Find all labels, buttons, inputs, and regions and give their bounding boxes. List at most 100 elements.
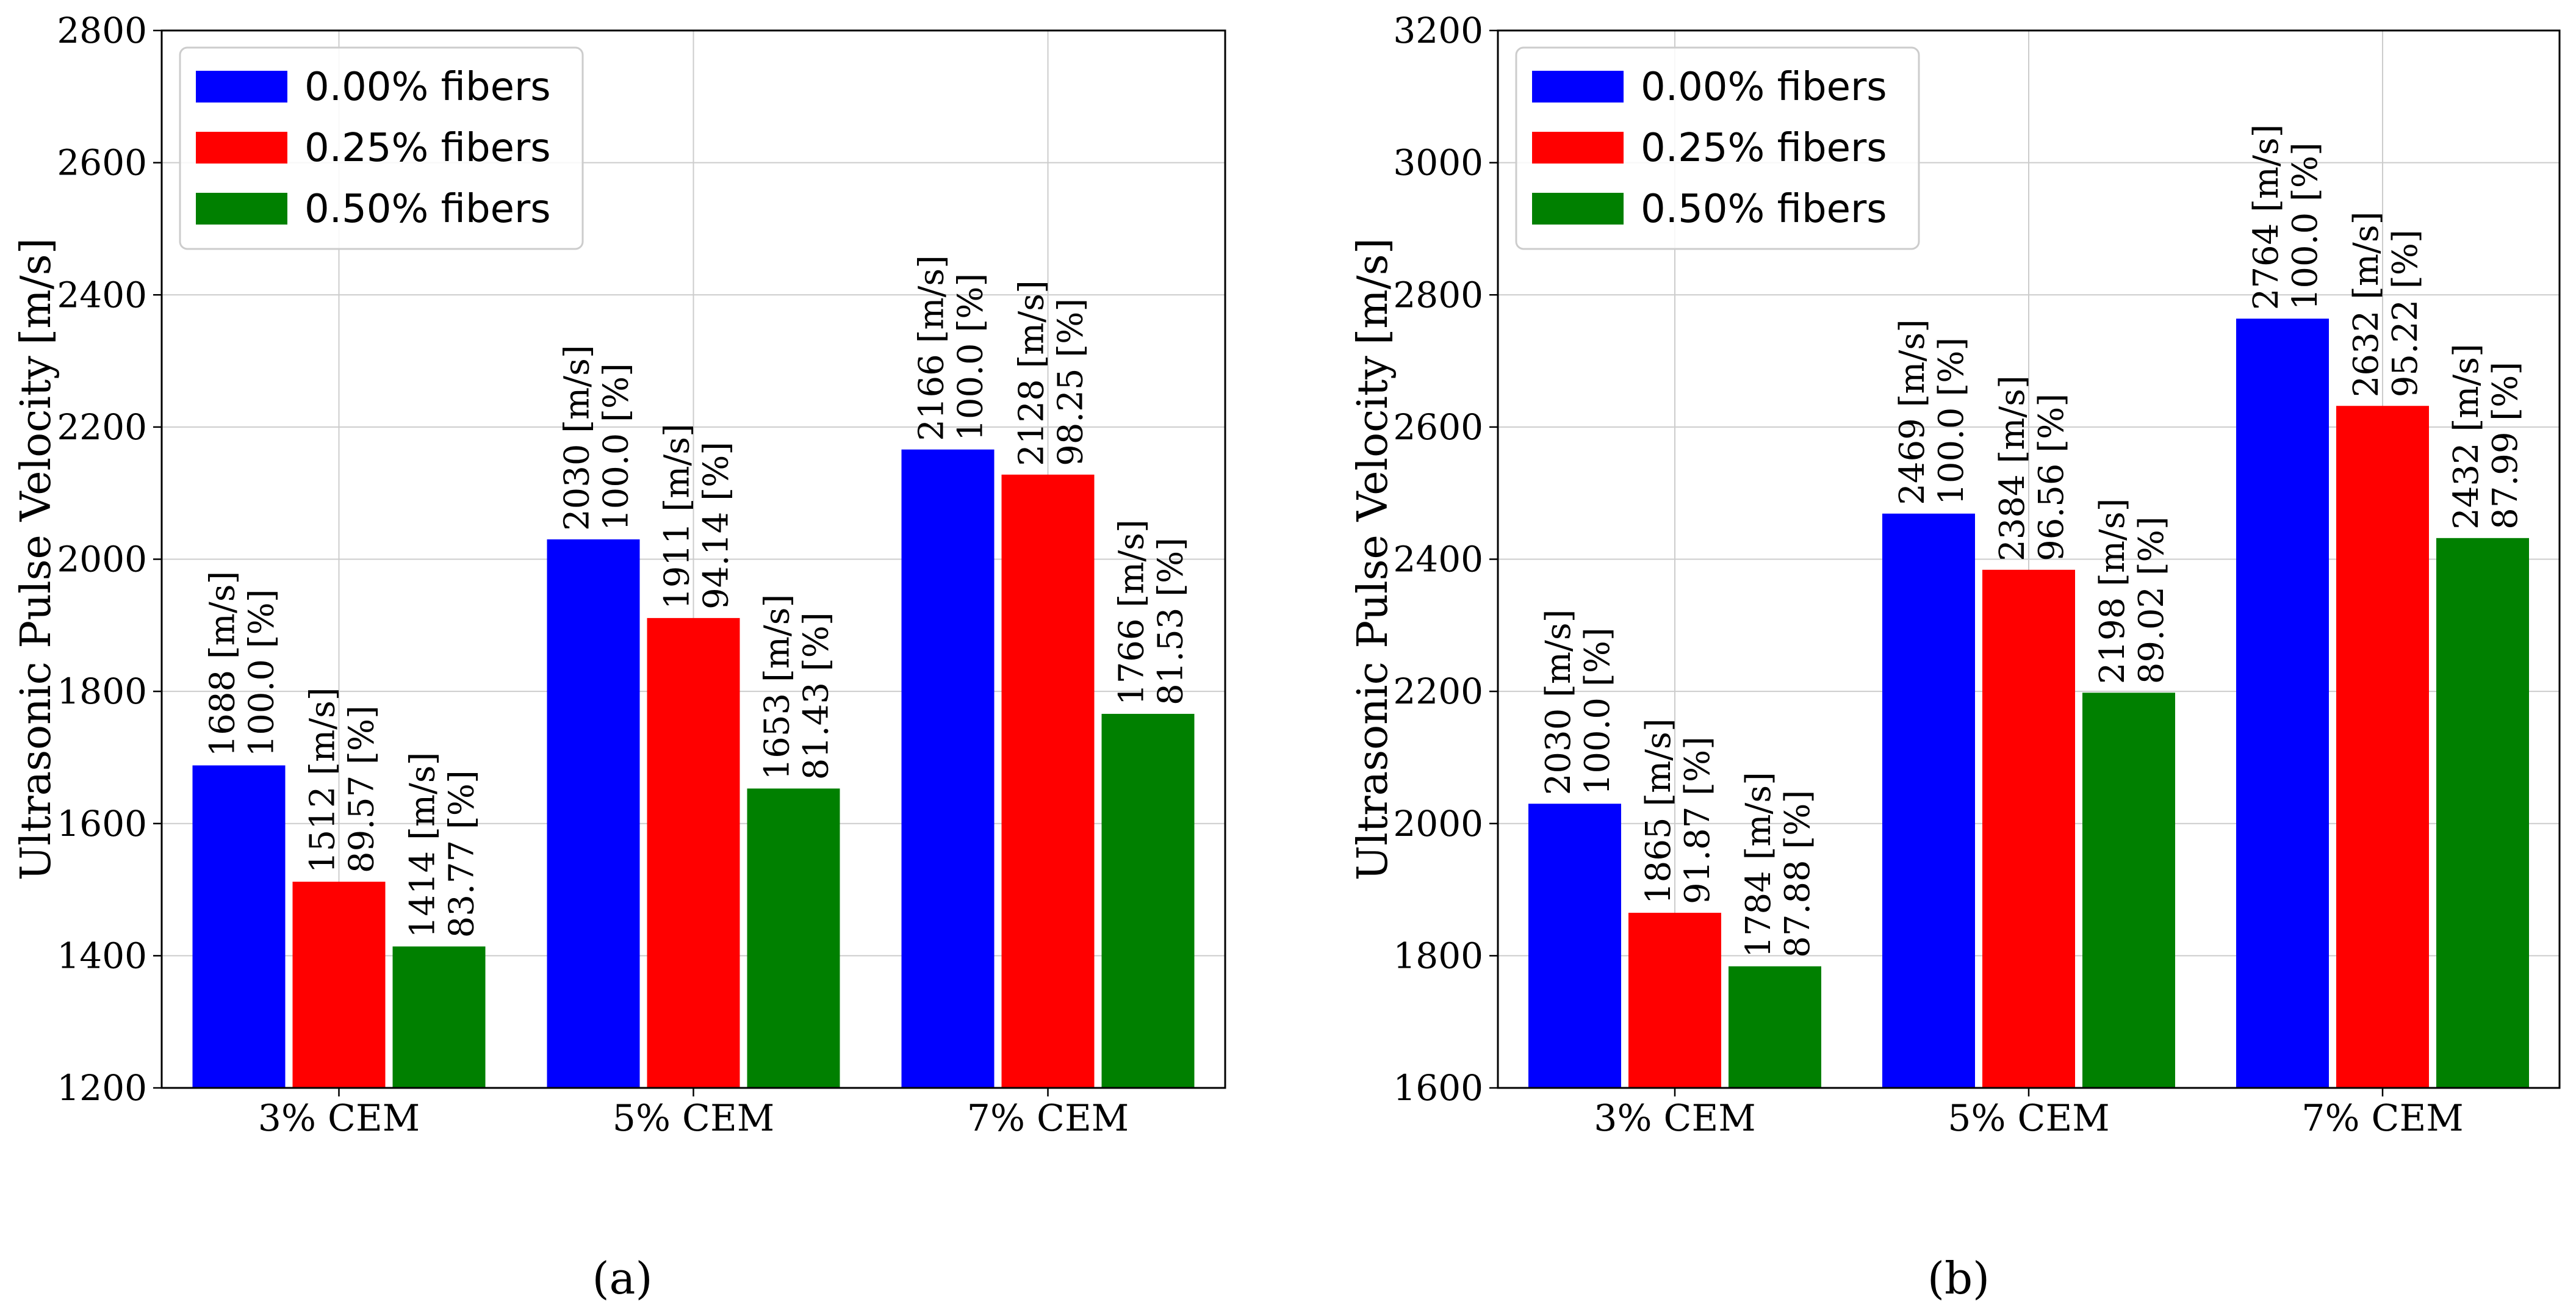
bar-data-label: 2632 [m/s]95.22 [%] (2347, 211, 2425, 397)
bar-label-velocity: 1766 [m/s] (1112, 519, 1152, 705)
bar-label-percent: 100.0 [%] (597, 363, 636, 531)
panel-label: (a) (592, 1253, 652, 1304)
bar-label-percent: 100.0 [%] (1578, 627, 1617, 795)
bar-0-50-fibers-1 (747, 788, 840, 1088)
bar-0-25-fibers-2 (1001, 474, 1095, 1088)
bar-label-velocity: 1414 [m/s] (403, 752, 443, 938)
y-tick-label: 1600 (1393, 1067, 1483, 1109)
legend-label: 0.50% fibers (1641, 187, 1887, 232)
y-tick-label: 1400 (57, 935, 147, 976)
x-tick-label: 3% CEM (1594, 1097, 1755, 1140)
bar-0-25-fibers-0 (1628, 912, 1721, 1088)
legend-swatch (1532, 71, 1624, 103)
y-axis-title: Ultrasonic Pulse Velocity (12, 356, 60, 881)
legend-label: 0.00% fibers (304, 65, 551, 110)
bar-0-25-fibers-0 (292, 882, 386, 1088)
y-tick-label: 2600 (1393, 406, 1483, 448)
bar-data-label: 2128 [m/s]98.25 [%] (1012, 280, 1091, 466)
bar-data-label: 1865 [m/s]91.87 [%] (1639, 718, 1718, 904)
y-axis-title: Ultrasonic Pulse Velocity (1349, 356, 1397, 881)
bar-data-label: 1512 [m/s]89.57 [%] (303, 687, 382, 873)
legend-swatch (1532, 132, 1624, 164)
bar-0-50-fibers-1 (2082, 693, 2175, 1088)
x-tick-label: 7% CEM (967, 1097, 1129, 1140)
bar-label-percent: 87.88 [%] (1778, 790, 1818, 958)
bar-label-percent: 91.87 [%] (1678, 736, 1718, 904)
bar-label-percent: 100.0 [%] (951, 273, 991, 441)
y-tick-label: 1800 (1393, 935, 1483, 976)
bar-label-velocity: 1784 [m/s] (1739, 772, 1779, 958)
bar-label-velocity: 2030 [m/s] (1539, 610, 1578, 796)
bar-data-label: 2384 [m/s]96.56 [%] (1993, 375, 2071, 561)
bar-label-percent: 96.56 [%] (2032, 394, 2071, 561)
bar-0-00-fibers-2 (901, 449, 995, 1089)
bar-data-label: 1766 [m/s]81.53 [%] (1112, 519, 1191, 705)
y-tick-label: 2400 (57, 274, 147, 315)
y-tick-label: 3200 (1393, 10, 1483, 51)
bar-label-velocity: 2128 [m/s] (1012, 280, 1052, 466)
y-tick-label: 2800 (57, 10, 147, 51)
bar-0-50-fibers-2 (1101, 713, 1195, 1088)
bar-data-label: 2030 [m/s]100.0 [%] (558, 345, 636, 531)
legend-swatch (196, 193, 287, 225)
bar-label-percent: 100.0 [%] (2286, 142, 2325, 310)
bar-label-velocity: 2030 [m/s] (558, 345, 597, 531)
bar-0-00-fibers-2 (2236, 319, 2329, 1089)
x-tick-label: 3% CEM (258, 1097, 420, 1140)
bar-label-percent: 100.0 [%] (242, 589, 282, 757)
bar-0-25-fibers-1 (647, 617, 740, 1088)
bar-0-50-fibers-0 (1729, 966, 1821, 1088)
y-axis-unit: [m/s] (12, 238, 60, 345)
bar-label-velocity: 1688 [m/s] (203, 571, 243, 757)
bar-0-25-fibers-2 (2336, 406, 2429, 1088)
bar-label-percent: 100.0 [%] (1932, 337, 1971, 505)
y-axis-unit: [m/s] (1349, 238, 1397, 345)
legend-label: 0.25% fibers (304, 126, 551, 171)
y-tick-label: 1600 (57, 803, 147, 844)
bar-0-25-fibers-1 (1982, 569, 2075, 1088)
bar-label-percent: 89.57 [%] (342, 705, 382, 873)
bar-0-00-fibers-0 (192, 765, 286, 1088)
panel-label: (b) (1927, 1253, 1990, 1304)
bar-label-velocity: 1865 [m/s] (1639, 718, 1678, 904)
x-tick-label: 5% CEM (613, 1097, 774, 1140)
bar-label-percent: 94.14 [%] (697, 442, 736, 610)
bar-label-percent: 81.43 [%] (797, 612, 836, 780)
y-tick-label: 2000 (1393, 803, 1483, 844)
axes-frame (160, 29, 1226, 1089)
bar-label-percent: 83.77 [%] (442, 770, 482, 938)
y-tick-label: 2000 (57, 539, 147, 580)
bar-data-label: 2198 [m/s]89.02 [%] (2093, 498, 2171, 685)
bar-data-label: 1784 [m/s]87.88 [%] (1739, 772, 1818, 958)
bar-label-velocity: 2198 [m/s] (2093, 498, 2132, 685)
bar-0-00-fibers-0 (1528, 804, 1621, 1088)
bar-data-label: 2030 [m/s]100.0 [%] (1539, 610, 1617, 796)
y-tick-label: 1200 (57, 1067, 147, 1109)
y-tick-label: 2200 (1393, 671, 1483, 712)
legend-label: 0.00% fibers (1641, 65, 1887, 110)
y-axis-label: Ultrasonic Pulse Velocity [m/s] (1349, 238, 1397, 880)
y-tick-label: 2400 (1393, 539, 1483, 580)
chart-panel-a: 1200 1400 1600 1800 2000 2200 2400 2600 2800 3% C… (12, 10, 1226, 1304)
bar-label-velocity: 2469 [m/s] (1893, 319, 1932, 505)
bar-label-percent: 98.25 [%] (1051, 298, 1091, 466)
bar-label-velocity: 2384 [m/s] (1993, 375, 2032, 561)
bar-data-label: 2764 [m/s]100.0 [%] (2247, 124, 2325, 311)
legend-swatch (196, 71, 287, 103)
x-tick-label: 5% CEM (1948, 1097, 2109, 1140)
legend-swatch (1532, 193, 1624, 225)
bar-data-label: 1911 [m/s]94.14 [%] (658, 423, 736, 610)
bar-data-label: 2166 [m/s]100.0 [%] (912, 255, 991, 441)
bar-0-00-fibers-1 (1882, 513, 1975, 1088)
bar-label-velocity: 1911 [m/s] (658, 423, 697, 610)
chart-panel-b: 1600 1800 2000 2200 2400 2600 2800 3000 3200 3% C… (1349, 10, 2561, 1304)
bar-0-50-fibers-0 (392, 946, 486, 1088)
y-tick-label: 1800 (57, 671, 147, 712)
bar-label-percent: 81.53 [%] (1151, 538, 1191, 705)
bar-data-label: 2469 [m/s]100.0 [%] (1893, 319, 1971, 505)
bar-label-velocity: 2166 [m/s] (912, 255, 952, 441)
bar-data-label: 2432 [m/s]87.99 [%] (2447, 344, 2525, 530)
bar-label-percent: 89.02 [%] (2132, 516, 2171, 684)
axes-frame (1497, 29, 2561, 1089)
